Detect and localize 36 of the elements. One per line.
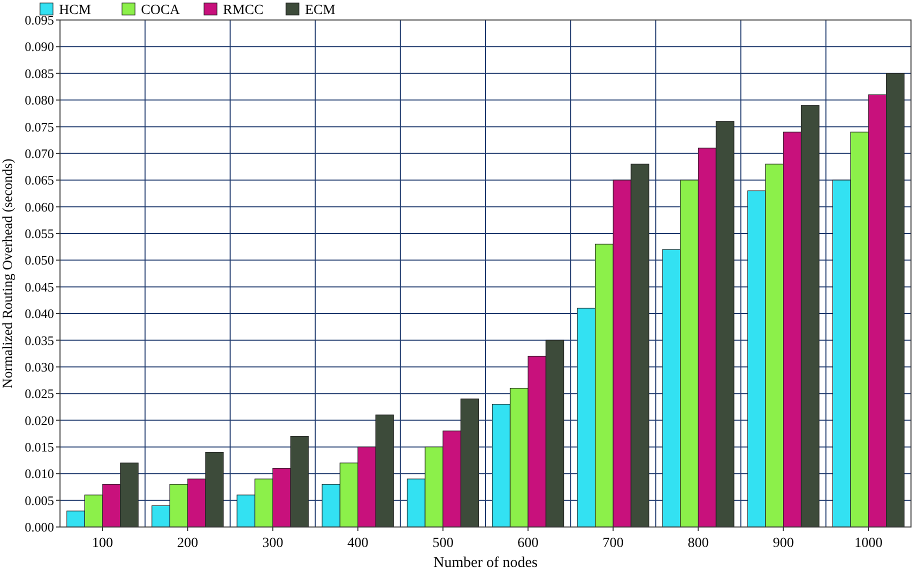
y-tick-label: 0.055 [24,226,54,242]
legend-label: COCA [141,3,181,18]
y-tick-label: 0.060 [24,199,54,214]
legend-label: HCM [59,3,92,18]
y-tick-label: 0.030 [24,359,54,374]
x-axis-title: Number of nodes [433,555,538,571]
y-tick-label: 0.035 [24,332,54,348]
y-tick-label: 0.040 [24,306,54,322]
y-tick-label: 0.090 [24,39,54,54]
x-tick-label: 600 [518,536,539,551]
x-tick-label: 300 [262,536,284,551]
y-tick-label: 0.045 [24,279,54,294]
y-tick-label: 0.020 [24,412,54,428]
x-tick-label: 400 [347,536,368,551]
x-tick-label: 800 [688,536,709,551]
x-tick-label: 900 [772,536,794,551]
y-tick-label: 0.005 [24,492,54,508]
y-tick-label: 0.070 [24,146,54,161]
legend-label: ECM [305,3,336,18]
y-tick-label: 0.010 [24,466,54,482]
y-tick-label: 0.025 [24,386,54,402]
y-tick-label: 0.080 [24,92,54,108]
x-tick-label: 100 [92,536,114,551]
legend-label: RMCC [223,3,264,18]
x-tick-label: 1000 [854,536,882,551]
y-tick-label: 0.015 [24,439,54,454]
x-tick-label: 500 [432,536,454,551]
y-tick-label: 0.000 [24,520,54,535]
y-tick-label: 0.065 [24,172,54,188]
y-tick-label: 0.085 [24,66,54,81]
y-tick-label: 0.075 [24,119,54,134]
x-tick-label: 700 [602,536,624,551]
x-tick-label: 200 [177,536,198,551]
y-tick-label: 0.050 [24,252,54,268]
y-tick-label: 0.095 [24,12,54,28]
y-axis-title: Normalized Routing Overhead (seconds) [1,158,16,388]
